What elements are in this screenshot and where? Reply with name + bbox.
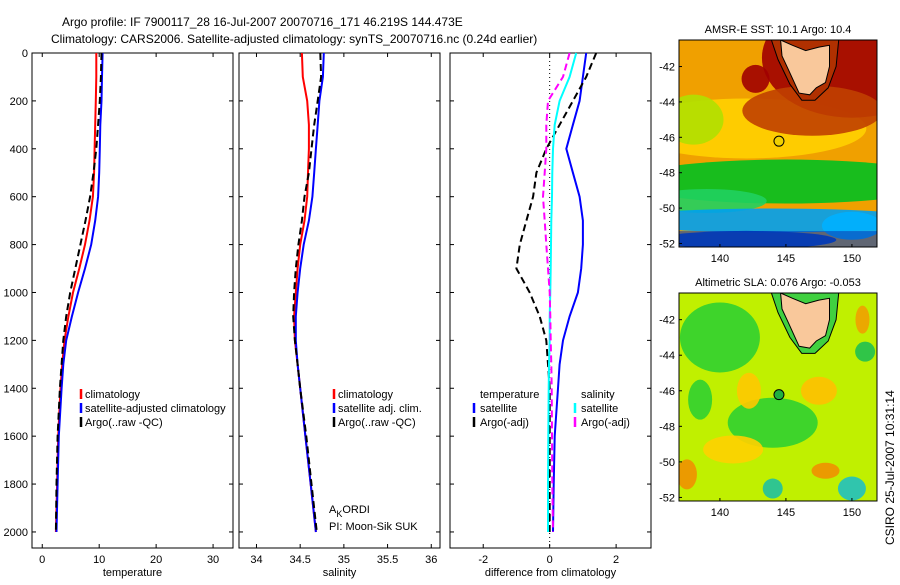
y-tick-label: -42 xyxy=(659,62,675,74)
legend-entry: satellite-adjusted climatology xyxy=(85,403,226,415)
side-stamp: CSIRO 25-Jul-2007 10:31:14 xyxy=(883,390,897,545)
x-tick-label: 34 xyxy=(250,554,262,566)
x-tick-label: 150 xyxy=(843,253,861,265)
x-tick-label: 150 xyxy=(843,507,861,519)
axes-box xyxy=(238,52,441,549)
x-tick-label: 36 xyxy=(425,554,437,566)
series-line-satellite-adjusted-climatology xyxy=(55,52,104,533)
y-tick-label: 800 xyxy=(10,240,28,252)
x-tick-label: 140 xyxy=(711,507,729,519)
series-line-temperature-argo-adj- xyxy=(515,52,598,532)
x-tick-label: 0 xyxy=(39,554,45,566)
x-tick-label: 2 xyxy=(613,554,619,566)
legend-entry: Argo(..raw -QC) xyxy=(85,417,163,429)
y-tick-label: 200 xyxy=(10,96,28,108)
y-tick-label: 1200 xyxy=(4,335,28,347)
legend-entry: satellite xyxy=(480,403,517,415)
y-tick-label: 1000 xyxy=(4,287,28,299)
legend-header: temperature xyxy=(480,389,539,401)
y-tick-label: -44 xyxy=(659,97,675,109)
y-tick-label: 600 xyxy=(10,192,28,204)
profile-panel-1: 0 10 20 30 0 200 400 600 800 1000 1200 1400 1600 1800… xyxy=(4,48,234,579)
x-tick-label: 10 xyxy=(93,554,105,566)
legend-entry: satellite xyxy=(581,403,618,415)
y-tick-label: -46 xyxy=(659,132,675,144)
institution-annotation: AKORDI xyxy=(329,504,370,519)
argo-position-marker xyxy=(773,135,785,147)
x-axis-label: difference from climatology xyxy=(485,567,617,579)
y-tick-label: -46 xyxy=(659,386,675,398)
x-tick-label: 35 xyxy=(338,554,350,566)
series-line-argo-raw-qc- xyxy=(292,52,323,533)
y-tick-label: -50 xyxy=(659,457,675,469)
x-tick-label: 140 xyxy=(711,253,729,265)
tasmania-land xyxy=(780,40,830,96)
series-line-temperature-satellite xyxy=(552,52,588,533)
legend-entry: Argo(-adj) xyxy=(480,417,529,429)
legend-entry: climatology xyxy=(85,389,141,401)
map-title: AMSR-E SST: 10.1 Argo: 10.4 xyxy=(705,24,852,36)
y-tick-label: -42 xyxy=(659,315,675,327)
legend-header: salinity xyxy=(581,389,615,401)
sla-map: Altimetric SLA: 0.076 Argo: -0.053 140 145… xyxy=(659,277,878,519)
map-title: Altimetric SLA: 0.076 Argo: -0.053 xyxy=(695,277,861,289)
legend-entry: Argo(-adj) xyxy=(581,417,630,429)
legend-entry: climatology xyxy=(338,389,394,401)
y-tick-label: 1400 xyxy=(4,383,28,395)
series-line-salinity-satellite xyxy=(547,52,578,532)
map-axes-box xyxy=(678,39,878,248)
y-tick-label: -44 xyxy=(659,350,675,362)
y-tick-label: 1800 xyxy=(4,479,28,491)
x-tick-label: 35.5 xyxy=(377,554,398,566)
legend-entry: satellite adj. clim. xyxy=(338,403,422,415)
series-line-argo-raw-qc- xyxy=(54,52,103,533)
y-tick-label: -52 xyxy=(659,238,675,250)
map-axes-box xyxy=(678,292,878,502)
x-tick-label: 34.5 xyxy=(289,554,310,566)
x-axis-label: temperature xyxy=(103,567,162,579)
x-tick-label: 20 xyxy=(150,554,162,566)
pi-annotation: PI: Moon-Sik SUK xyxy=(329,521,418,533)
x-tick-label: 145 xyxy=(777,507,795,519)
y-tick-label: 1600 xyxy=(4,431,28,443)
sst-map: AMSR-E SST: 10.1 Argo: 10.4 140 145 150 -42 -… xyxy=(659,24,878,265)
x-tick-label: 0 xyxy=(547,554,553,566)
y-tick-label: 0 xyxy=(22,48,28,60)
legend-entry: Argo(..raw -QC) xyxy=(338,417,416,429)
y-tick-label: -48 xyxy=(659,421,675,433)
x-tick-label: 30 xyxy=(207,554,219,566)
tasmania-land xyxy=(780,293,830,349)
axes-box xyxy=(31,52,234,549)
y-tick-label: -50 xyxy=(659,203,675,215)
y-tick-label: -52 xyxy=(659,492,675,504)
x-tick-label: 145 xyxy=(777,253,795,265)
y-tick-label: 400 xyxy=(10,144,28,156)
title-line-2: Climatology: CARS2006. Satellite-adjuste… xyxy=(51,32,537,46)
heatmap-field xyxy=(679,40,877,247)
argo-position-marker xyxy=(773,389,785,401)
title-line-1: Argo profile: IF 7900117_28 16-Jul-2007 … xyxy=(62,15,463,29)
x-axis-label: salinity xyxy=(323,567,357,579)
x-tick-label: -2 xyxy=(478,554,488,566)
y-tick-label: 2000 xyxy=(4,527,28,539)
profile-panel-2: 34 34.5 35 35.5 36 salinity climatology satelli… xyxy=(238,52,441,579)
y-tick-label: -48 xyxy=(659,168,675,180)
series-line-salinity-argo-adj- xyxy=(541,52,571,533)
